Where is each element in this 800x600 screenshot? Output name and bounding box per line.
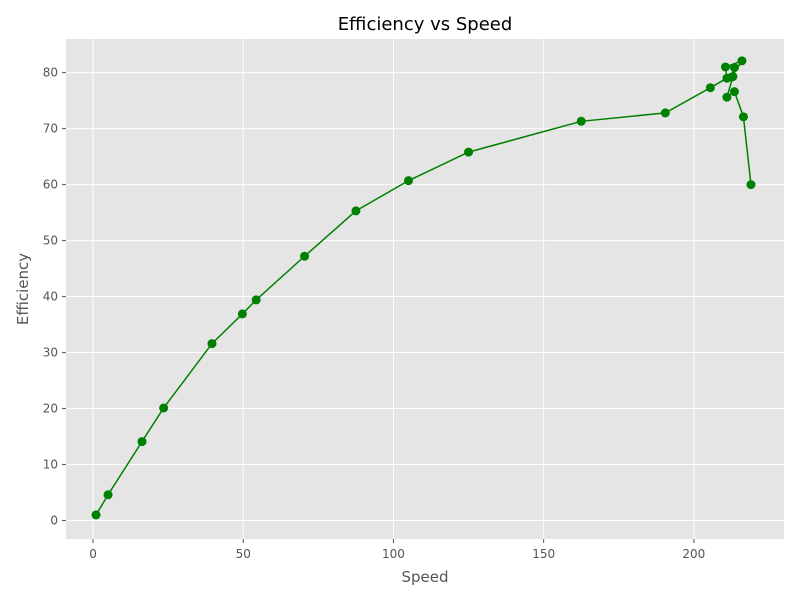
y-tick-label: 10 xyxy=(43,458,58,472)
data-point xyxy=(660,108,670,118)
x-tick-label: 50 xyxy=(236,547,251,561)
data-point xyxy=(729,87,739,97)
y-tick-label: 70 xyxy=(43,122,58,136)
data-point xyxy=(464,147,474,157)
grid-lines xyxy=(66,39,784,539)
y-tick-label: 40 xyxy=(43,290,58,304)
y-tick-label: 80 xyxy=(43,66,58,80)
data-point xyxy=(207,339,217,349)
x-axis-label: Speed xyxy=(401,568,448,586)
y-ticks: 0 10 20 30 40 50 60 70 80 xyxy=(43,66,66,528)
series-group xyxy=(91,56,756,520)
data-point xyxy=(705,83,715,93)
data-point xyxy=(300,251,310,261)
y-tick-label: 50 xyxy=(43,234,58,248)
x-tick-label: 150 xyxy=(532,547,555,561)
data-point xyxy=(251,295,261,305)
plot-background xyxy=(66,39,784,539)
y-tick-label: 30 xyxy=(43,346,58,360)
data-point xyxy=(576,116,586,126)
x-ticks: 0 50 100 150 200 xyxy=(89,539,705,561)
data-point xyxy=(351,206,361,216)
data-point xyxy=(237,309,247,319)
data-point xyxy=(746,180,756,190)
data-point xyxy=(403,176,413,186)
y-tick-label: 0 xyxy=(50,514,58,528)
data-point xyxy=(159,403,169,413)
data-point xyxy=(737,56,747,66)
chart-title: Efficiency vs Speed xyxy=(338,14,513,35)
data-point xyxy=(720,62,730,72)
data-point xyxy=(91,510,101,520)
y-tick-label: 20 xyxy=(43,402,58,416)
y-tick-label: 60 xyxy=(43,178,58,192)
data-point xyxy=(728,72,738,82)
data-point xyxy=(137,437,147,447)
data-point xyxy=(729,63,739,73)
x-tick-label: 200 xyxy=(682,547,705,561)
data-point xyxy=(722,92,732,102)
x-tick-label: 0 xyxy=(89,547,97,561)
data-point xyxy=(738,112,748,122)
y-axis-label: Efficiency xyxy=(14,253,32,325)
data-point xyxy=(103,490,113,500)
x-tick-label: 100 xyxy=(382,547,405,561)
